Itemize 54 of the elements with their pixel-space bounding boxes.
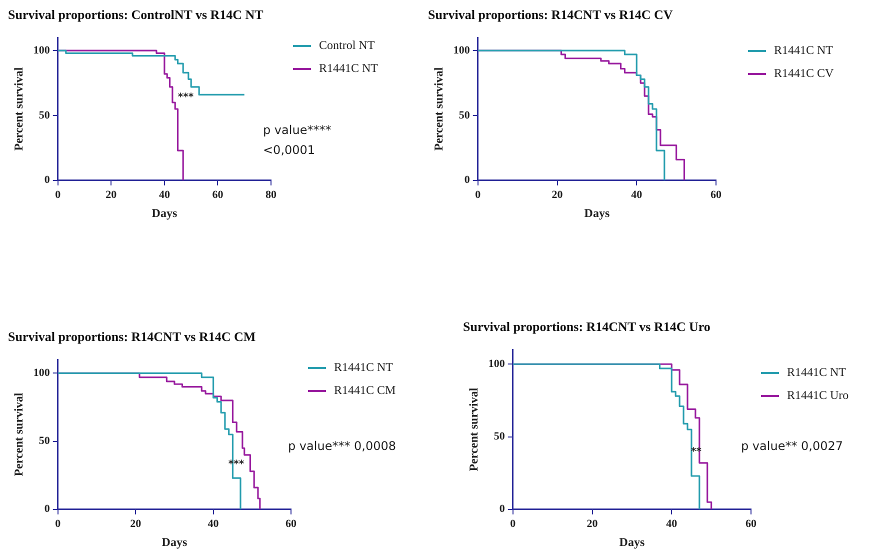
x-axis-title: Days: [152, 206, 178, 220]
y-tick-label: 50: [38, 435, 50, 448]
y-tick-label: 0: [464, 174, 470, 186]
legend-label: R1441C NT: [334, 360, 394, 375]
chart-title: Survival proportions: ControlNT vs R14C NT: [8, 7, 264, 22]
x-tick-label: 20: [130, 518, 142, 530]
legend-label: R1441C NT: [774, 43, 834, 58]
x-tick-label: 80: [266, 188, 277, 201]
x-tick-label: 0: [510, 518, 516, 530]
y-tick-label: 0: [499, 503, 506, 516]
y-axis-title: Percent survival: [431, 66, 446, 151]
legend-label: Control NT: [319, 38, 375, 53]
x-tick-label: 20: [106, 188, 118, 201]
y-axis-title: Percent survival: [11, 66, 26, 151]
y-tick-label: 50: [494, 430, 506, 443]
annotation: p value** 0,0027: [741, 438, 844, 455]
x-tick-label: 40: [666, 518, 678, 530]
y-tick-label: 50: [38, 109, 50, 122]
chart-title: Survival proportions: R14CNT vs R14C Uro: [463, 319, 710, 334]
legend-label: R1441C NT: [319, 61, 378, 76]
chart-title: Survival proportions: R14CNT vs R14C CV: [428, 7, 674, 22]
annotation: p value*** 0,0008: [288, 438, 396, 455]
x-tick-label: 60: [710, 188, 722, 201]
y-tick-label: 0: [44, 503, 50, 516]
x-tick-label: 40: [208, 518, 220, 530]
x-tick-label: 0: [475, 188, 482, 201]
y-tick-label: 100: [488, 358, 506, 370]
legend-label: R1441C CM: [334, 383, 396, 398]
x-tick-label: 60: [286, 518, 297, 530]
x-axis-title: Days: [619, 534, 645, 549]
annotation: p value****: [263, 122, 332, 139]
x-axis-title: Days: [162, 534, 188, 549]
x-tick-label: 20: [552, 188, 564, 201]
y-tick-label: 100: [33, 44, 50, 56]
y-tick-label: 100: [453, 44, 470, 56]
x-tick-label: 60: [746, 518, 757, 530]
y-tick-label: 100: [33, 367, 50, 380]
x-tick-label: 0: [55, 188, 62, 201]
legend-label: R1441C CV: [774, 66, 834, 81]
y-axis-title: Percent survival: [466, 387, 480, 472]
x-axis-title: Days: [584, 206, 610, 220]
annotation: <0,0001: [263, 142, 316, 159]
x-tick-label: 60: [212, 188, 224, 201]
x-tick-label: 40: [158, 188, 170, 201]
legend-label: R1441C NT: [787, 365, 846, 380]
chart-title: Survival proportions: R14CNT vs R14C CM: [8, 329, 256, 344]
x-tick-label: 40: [631, 188, 643, 201]
x-tick-label: 0: [55, 518, 62, 530]
annotation: ***: [178, 92, 194, 104]
y-tick-label: 0: [44, 174, 50, 186]
x-tick-label: 20: [586, 518, 598, 530]
y-tick-label: 50: [458, 109, 470, 122]
y-axis-title: Percent survival: [11, 392, 26, 476]
legend-label: R1441C Uro: [787, 388, 849, 403]
